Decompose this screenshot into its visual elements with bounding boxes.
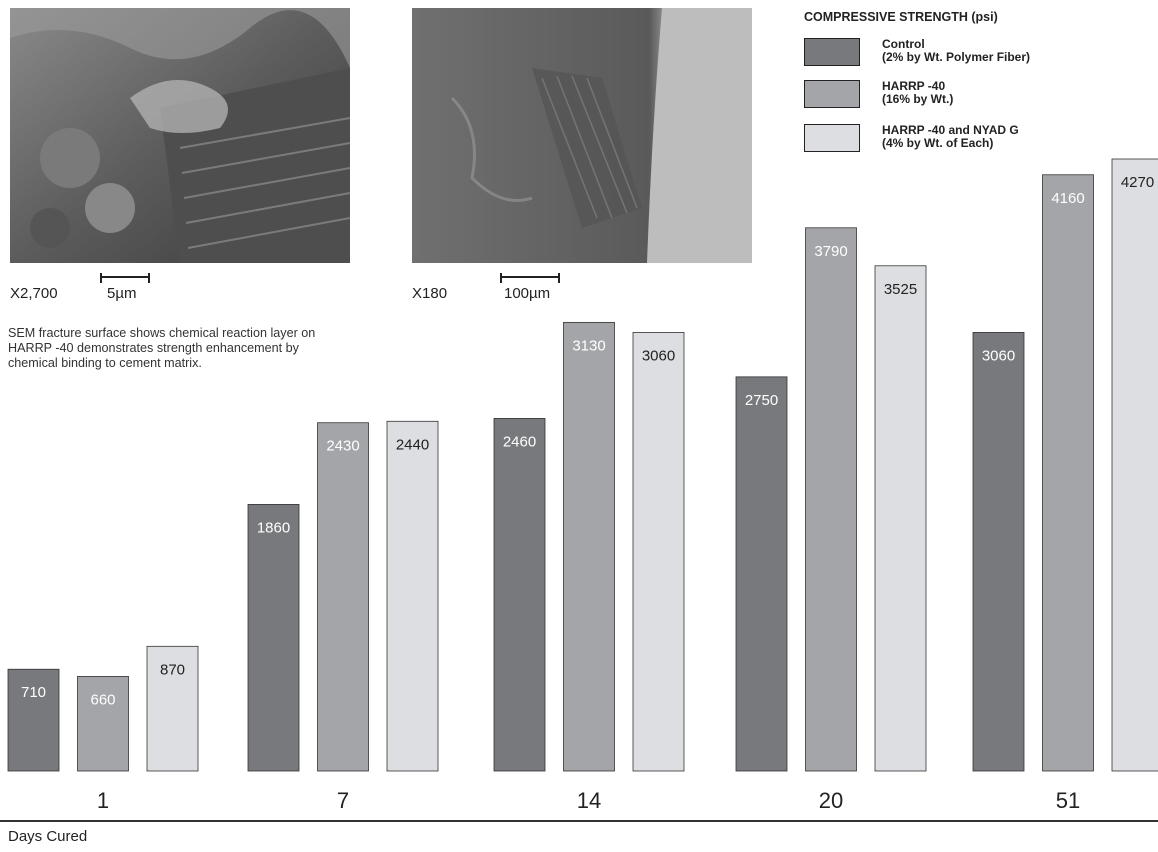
- legend-swatch-harrp40: [804, 80, 860, 108]
- legend-title: COMPRESSIVE STRENGTH (psi): [804, 10, 998, 24]
- image-caption: SEM fracture surface shows chemical reac…: [8, 326, 316, 370]
- bar-day7-series2: [386, 420, 439, 772]
- bar-day7-series1: [317, 422, 369, 772]
- data-label-day20-series1: 3790: [814, 243, 847, 260]
- x-tick-label-14: 14: [577, 788, 601, 813]
- sem-texture-1: [10, 8, 350, 263]
- data-label-day7-series1: 2430: [326, 438, 359, 455]
- scale-bar-2: [500, 273, 560, 283]
- x-axis-label: Days Cured: [8, 828, 88, 845]
- data-label-day20-series2: 3525: [884, 281, 917, 298]
- bar-day1-series2: [146, 645, 199, 772]
- magnification-label-2: X180: [412, 285, 448, 302]
- bar-day1-series0: [7, 668, 60, 772]
- bar-day20-series0: [735, 376, 788, 772]
- legend-swatch-harrp40-nyad: [804, 124, 860, 152]
- bar-day14-series2: [632, 332, 685, 772]
- x-tick-label-7: 7: [337, 788, 349, 813]
- scale-bar-1: [100, 273, 150, 283]
- x-tick-label-51: 51: [1056, 788, 1080, 813]
- data-label-day7-series2: 2440: [396, 436, 429, 453]
- bar-day51-series0: [972, 332, 1025, 772]
- bar-day51-series2: [1111, 158, 1158, 772]
- bar-day1-series1: [77, 676, 129, 772]
- data-label-day7-series0: 1860: [257, 519, 290, 536]
- data-label-day1-series2: 870: [160, 661, 185, 678]
- legend-label-harrp40-nyad: HARRP -40 and NYAD G (4% by Wt. of Each): [882, 123, 1019, 150]
- legend-swatch-control: [804, 38, 860, 66]
- data-label-day14-series2: 3060: [642, 347, 675, 364]
- sem-image-2: [412, 8, 752, 263]
- legend-label-harrp40: HARRP -40 (16% by Wt.): [882, 79, 954, 106]
- data-label-day14-series0: 2460: [503, 433, 536, 450]
- bar-day51-series1: [1042, 174, 1094, 772]
- x-axis-line: [0, 820, 1158, 822]
- data-label-day1-series0: 710: [21, 684, 46, 701]
- scale-label-1: 5µm: [107, 285, 137, 302]
- data-label-day51-series0: 3060: [982, 347, 1015, 364]
- data-label-day51-series1: 4160: [1051, 190, 1084, 207]
- legend-label-control: Control (2% by Wt. Polymer Fiber): [882, 37, 1031, 64]
- data-label-day14-series1: 3130: [572, 337, 605, 354]
- bar-day14-series0: [493, 418, 546, 772]
- magnification-label-1: X2,700: [10, 285, 58, 302]
- x-tick-label-20: 20: [819, 788, 843, 813]
- data-label-day51-series2: 4270: [1121, 174, 1154, 191]
- bar-day20-series1: [805, 227, 857, 772]
- data-label-day20-series0: 2750: [745, 392, 778, 409]
- bar-day20-series2: [874, 265, 927, 772]
- bar-day14-series1: [563, 321, 615, 772]
- data-label-day1-series1: 660: [90, 691, 115, 708]
- sem-image-1: [10, 8, 350, 263]
- x-tick-label-1: 1: [97, 788, 109, 813]
- bar-day7-series0: [247, 504, 300, 772]
- sem-texture-2: [412, 8, 752, 263]
- scale-label-2: 100µm: [504, 285, 551, 302]
